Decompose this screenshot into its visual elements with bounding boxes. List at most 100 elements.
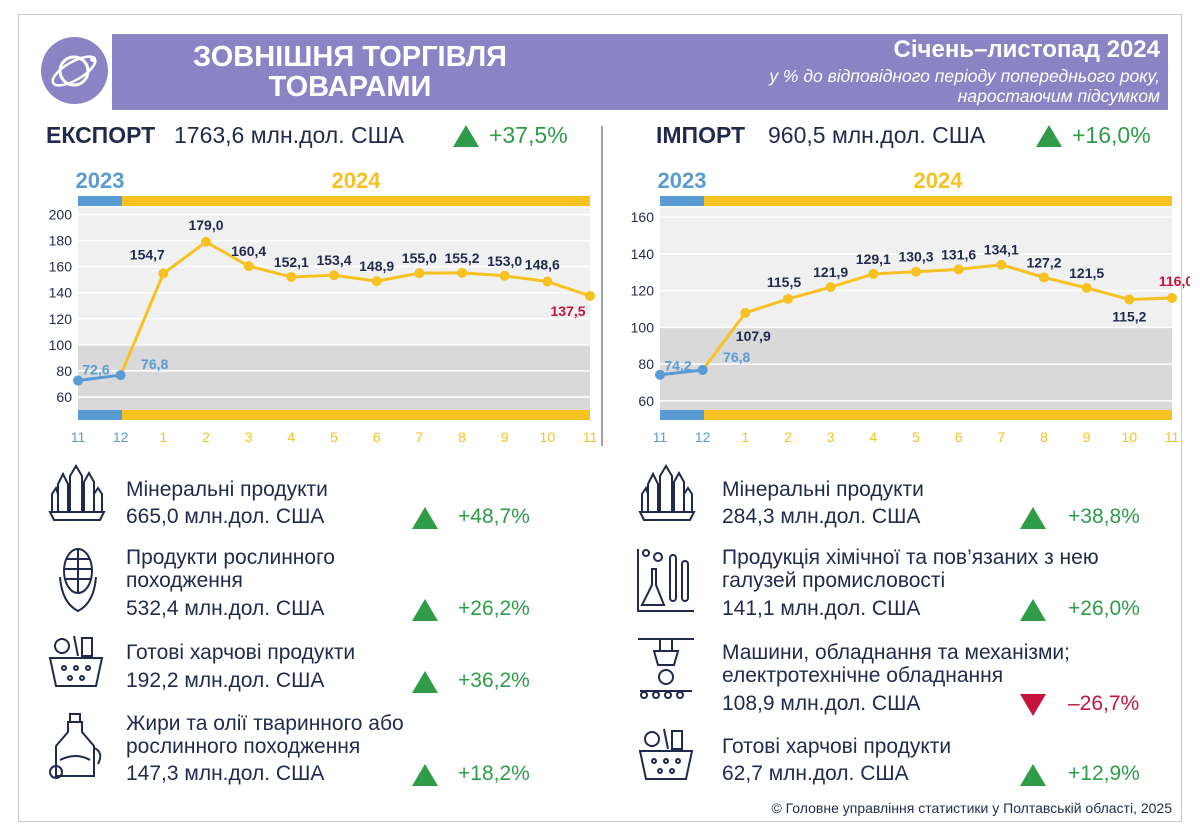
import-ytick-label: 80	[638, 356, 654, 372]
export-xtick-label: 3	[245, 429, 253, 445]
oil-bottle-icon	[46, 712, 106, 787]
export-data-point	[499, 270, 510, 281]
product-name: Готові харчові продукти	[126, 641, 356, 664]
import-data-point	[953, 264, 964, 275]
product-change: +38,8%	[1068, 505, 1140, 528]
import-data-point	[1039, 272, 1049, 283]
up-arrow-icon	[412, 507, 438, 529]
export-xtick-label: 10	[540, 429, 556, 445]
export-ytick-label: 100	[49, 337, 73, 353]
import-data-label: 129,1	[856, 251, 891, 267]
export-year-band-2023	[78, 196, 122, 206]
export-xtick-label: 11	[71, 429, 86, 445]
product-value: 62,7 млн.дол. США	[722, 762, 909, 785]
export-series-line	[333, 273, 377, 283]
import-shaded-band	[660, 327, 1172, 410]
export-xtick-label: 9	[501, 429, 509, 445]
export-data-label: 154,7	[130, 247, 165, 263]
export-series-line	[162, 240, 207, 275]
export-data-label: 137,5	[550, 303, 585, 319]
export-series-line	[376, 271, 420, 283]
export-data-point	[158, 268, 169, 279]
import-data-point	[783, 293, 793, 304]
up-arrow-icon	[412, 671, 438, 693]
import-data-label: 74,2	[664, 358, 691, 374]
import-series-line	[1000, 263, 1045, 279]
up-arrow-icon	[1020, 599, 1046, 621]
product-change: +12,9%	[1068, 762, 1140, 785]
chemistry-icon	[634, 545, 698, 620]
down-arrow-icon	[1020, 694, 1046, 716]
export-data-label: 152,1	[274, 254, 309, 270]
page-title: ЗОВНІШНЯ ТОРГІВЛЯ ТОВАРАМИ	[150, 42, 550, 102]
import-xtick-label: 11	[1165, 429, 1180, 445]
import-data-label: 76,8	[723, 349, 750, 365]
import-xtick-label: 7	[997, 429, 1005, 445]
export-ytick-label: 60	[56, 389, 72, 405]
export-data-label: 160,4	[231, 243, 266, 259]
footer-credit: © Головне управління статистики у Полтав…	[771, 800, 1172, 816]
import-data-label: 134,1	[984, 242, 1019, 258]
up-arrow-icon	[412, 764, 438, 786]
import-xtick-label: 12	[695, 429, 711, 445]
import-series-line	[787, 285, 832, 301]
import-data-point	[1124, 294, 1135, 305]
import-year-label-2024: 2024	[914, 168, 964, 193]
export-data-label: 76,8	[141, 356, 168, 372]
import-xtick-label: 4	[869, 429, 877, 445]
export-year-label-2023: 2023	[76, 168, 125, 193]
product-change: +36,2%	[458, 669, 530, 692]
period-subtitle: у % до відповідного періоду попереднього…	[600, 66, 1160, 106]
subtitle-line-2: наростаючим підсумком	[957, 86, 1160, 106]
import-xtick-label: 11	[653, 429, 668, 445]
column-divider	[601, 126, 603, 446]
import-data-point	[825, 282, 836, 293]
import-ytick-label: 160	[631, 209, 655, 225]
export-ytick-label: 200	[49, 207, 73, 223]
export-shaded-band	[78, 344, 590, 410]
import-data-point	[697, 364, 708, 375]
import-ytick-label: 120	[631, 283, 655, 299]
export-series-line	[546, 280, 591, 298]
export-up-arrow-icon	[453, 125, 479, 147]
import-series-line	[873, 270, 917, 276]
export-data-point	[371, 276, 382, 287]
export-series-line	[461, 271, 505, 278]
globe-logo-icon	[41, 37, 108, 104]
import-data-label: 130,3	[898, 249, 933, 265]
product-value: 141,1 млн.дол. США	[722, 597, 921, 620]
corn-icon	[48, 545, 108, 620]
import-xtick-label: 9	[1083, 429, 1091, 445]
export-data-label: 155,0	[402, 250, 437, 266]
import-ytick-label: 100	[631, 319, 655, 335]
import-data-point	[911, 266, 921, 277]
export-ytick-label: 120	[49, 311, 73, 327]
export-data-point	[585, 290, 595, 301]
export-ytick-label: 140	[49, 285, 73, 301]
export-xtick-label: 5	[330, 429, 338, 445]
import-year-band-2024	[704, 410, 1172, 420]
import-series-line	[1086, 286, 1130, 301]
crystals-icon	[46, 462, 106, 527]
import-series-line	[1043, 275, 1088, 290]
import-xtick-label: 5	[912, 429, 920, 445]
export-series-line	[119, 272, 165, 376]
export-label: ЕКСПОРТ	[46, 122, 156, 148]
product-value: 147,3 млн.дол. США	[126, 762, 325, 785]
import-xtick-label: 10	[1122, 429, 1138, 445]
food-basket-icon	[44, 632, 108, 697]
product-change: –26,7%	[1068, 692, 1140, 715]
export-xtick-label: 2	[202, 429, 210, 445]
product-change: +26,0%	[1068, 597, 1140, 620]
export-series-line	[291, 273, 335, 279]
export-data-point	[201, 236, 211, 247]
export-xtick-label: 1	[159, 429, 167, 445]
import-data-point	[740, 307, 751, 318]
product-value: 284,3 млн.дол. США	[722, 505, 921, 528]
export-ytick-label: 160	[49, 259, 73, 275]
export-ytick-label: 180	[49, 233, 73, 249]
import-series-line	[701, 311, 747, 371]
export-data-point	[73, 375, 83, 386]
import-series-line	[744, 297, 789, 315]
